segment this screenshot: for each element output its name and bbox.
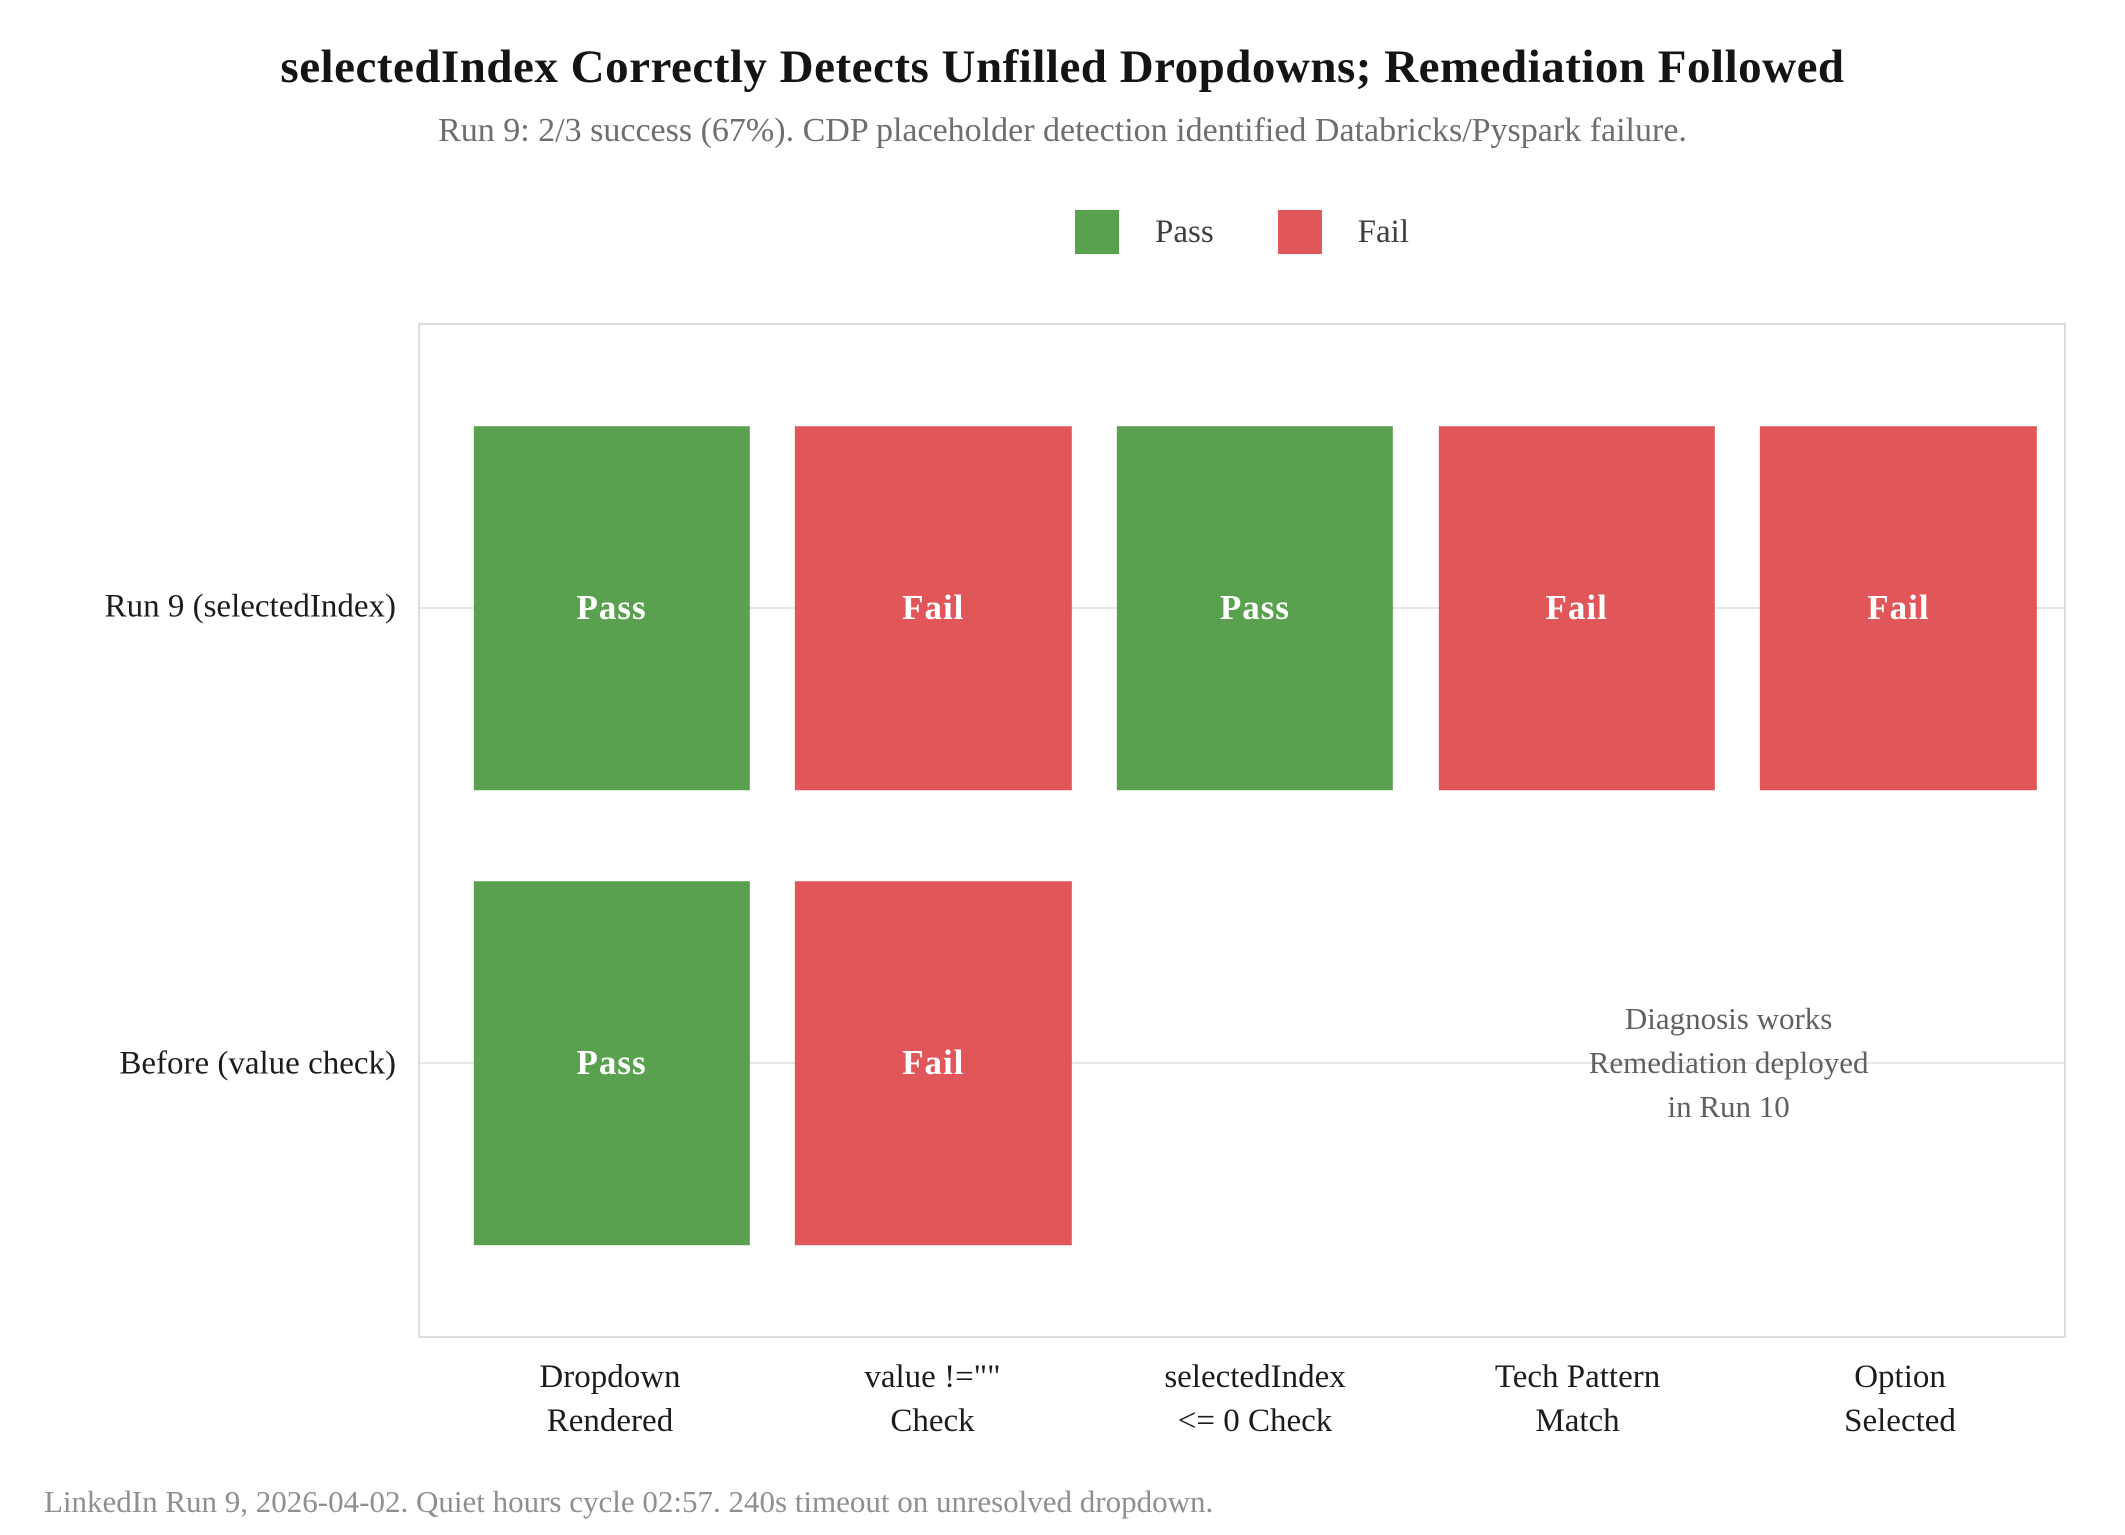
plot-area: Diagnosis works Remediation deployed in … <box>418 323 2066 1338</box>
footer-note: LinkedIn Run 9, 2026-04-02. Quiet hours … <box>44 1484 1214 1519</box>
chart-subtitle: Run 9: 2/3 success (67%). CDP placeholde… <box>438 112 1687 149</box>
status-cell-fail: Fail <box>1438 426 1715 790</box>
legend-swatch-pass <box>1074 210 1119 254</box>
legend-item-fail: Fail <box>1277 210 1410 254</box>
legend: Pass Fail <box>418 210 2066 254</box>
x-axis-label: Option Selected <box>1844 1359 1956 1439</box>
row-label: Run 9 (selectedIndex) <box>104 588 396 625</box>
status-cell-pass: Pass <box>1116 426 1394 790</box>
x-axis-label: Tech Pattern Match <box>1494 1359 1661 1439</box>
x-axis-label: value !="" Check <box>864 1359 1001 1439</box>
status-cell-fail: Fail <box>795 881 1072 1245</box>
status-cell-pass: Pass <box>473 426 750 790</box>
row-gridline <box>420 1062 2064 1065</box>
x-axis-label: Dropdown Rendered <box>539 1359 681 1439</box>
status-cell-fail: Fail <box>795 426 1072 790</box>
legend-item-pass: Pass <box>1074 210 1214 254</box>
legend-label: Fail <box>1357 213 1410 250</box>
status-cell-pass: Pass <box>473 881 750 1245</box>
status-cell-fail: Fail <box>1760 426 2037 790</box>
row-labels: Run 9 (selectedIndex) Before (value check… <box>0 323 396 1338</box>
chart-title: selectedIndex Correctly Detects Unfilled… <box>280 41 1845 93</box>
x-labels: Dropdown Rendered value !="" Check selecte… <box>418 1356 2066 1466</box>
x-axis-label: selectedIndex <= 0 Check <box>1164 1359 1346 1439</box>
row-label: Before (value check) <box>119 1045 396 1082</box>
annotation: Diagnosis works Remediation deployed in … <box>1588 1000 1869 1125</box>
legend-swatch-fail <box>1277 210 1322 254</box>
legend-label: Pass <box>1154 213 1214 250</box>
